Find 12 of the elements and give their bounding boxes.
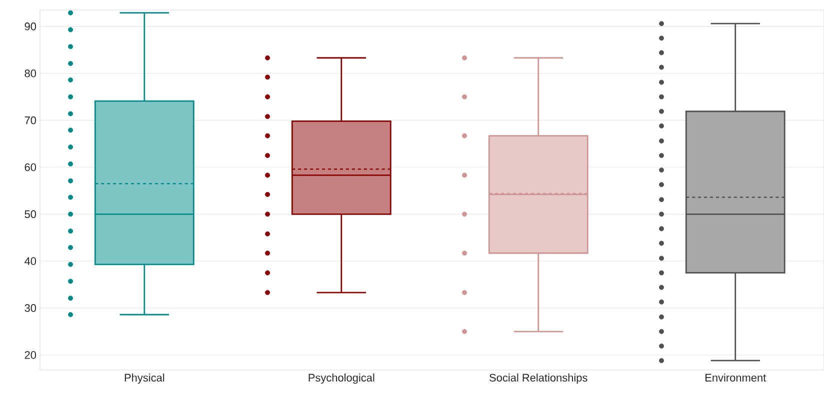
- x-tick-label: Environment: [706, 374, 766, 382]
- y-tick-label: 90: [24, 22, 36, 30]
- x-tick-label: Social Relationships: [490, 374, 588, 384]
- x-tick-label: Psychological: [308, 374, 374, 384]
- x-tick-label: Physical: [124, 374, 164, 384]
- y-tick-label: 70: [24, 116, 36, 124]
- y-tick-label: 40: [24, 257, 36, 265]
- y-tick-label: 20: [24, 351, 36, 359]
- y-tick-label: 80: [24, 69, 36, 78]
- y-tick-label: 60: [24, 163, 36, 172]
- y-tick-label: 30: [24, 304, 36, 312]
- y-tick-label: 50: [24, 210, 36, 218]
